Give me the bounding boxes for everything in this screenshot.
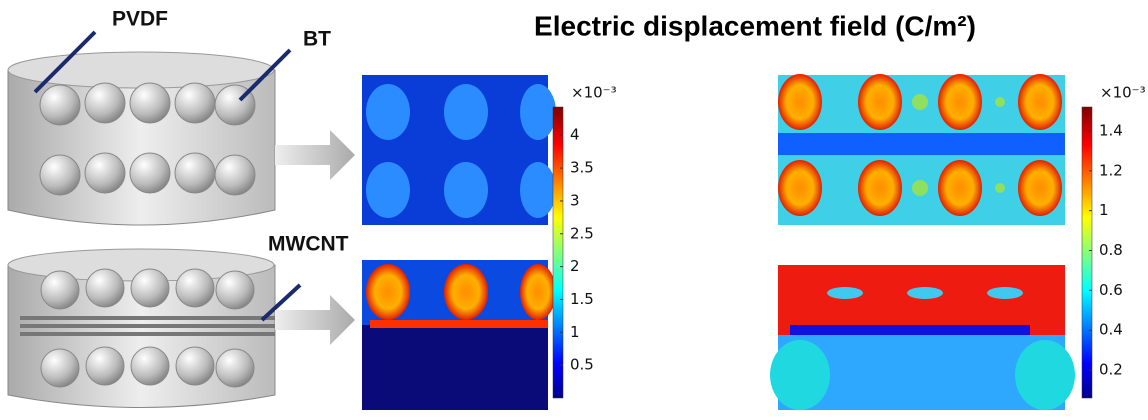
colorbar-tick-label: 0.5	[570, 356, 594, 374]
colorbar-tick-label: 3	[570, 191, 580, 209]
colorbar	[553, 107, 563, 398]
label: MWCNT	[268, 233, 349, 256]
colorbar-exponent: ×10⁻³	[571, 84, 617, 102]
field-map-mwcnt-2	[770, 265, 1075, 410]
figure-title: Electric displacement field (C/m²)	[534, 10, 976, 41]
label: PVDF	[112, 8, 168, 31]
colorbar-tick-label: 1.5	[570, 290, 594, 308]
field-map-bt	[362, 75, 556, 225]
colorbar-tick-label: 2.5	[570, 224, 594, 242]
colorbar	[1082, 107, 1092, 398]
label: BT	[303, 28, 331, 51]
colorbar-tick-label: 4	[570, 126, 580, 144]
colorbar-tick-label: 0.2	[1099, 361, 1123, 379]
colorbar-tick-label: 1.2	[1099, 161, 1123, 179]
model-mwcnt	[8, 249, 275, 408]
colorbar-tick-label: 3.5	[570, 159, 594, 177]
colorbar-tick-label: 1.4	[1099, 121, 1123, 139]
colorbar-tick-label: 1	[1099, 201, 1109, 219]
field-map-bt-2	[778, 74, 1065, 225]
colorbar-tick-label: 0.8	[1099, 241, 1123, 259]
field-map-mwcnt	[362, 260, 556, 410]
colorbar-tick-label: 1	[570, 323, 580, 341]
colorbar-exponent: ×10⁻³	[1100, 84, 1146, 102]
colorbar-tick-label: 2	[570, 257, 580, 275]
figure: Electric displacement field (C/m²) PVDF …	[0, 0, 1148, 415]
colorbar-tick-label: 0.4	[1099, 321, 1123, 339]
colorbar-tick-label: 0.6	[1099, 281, 1123, 299]
